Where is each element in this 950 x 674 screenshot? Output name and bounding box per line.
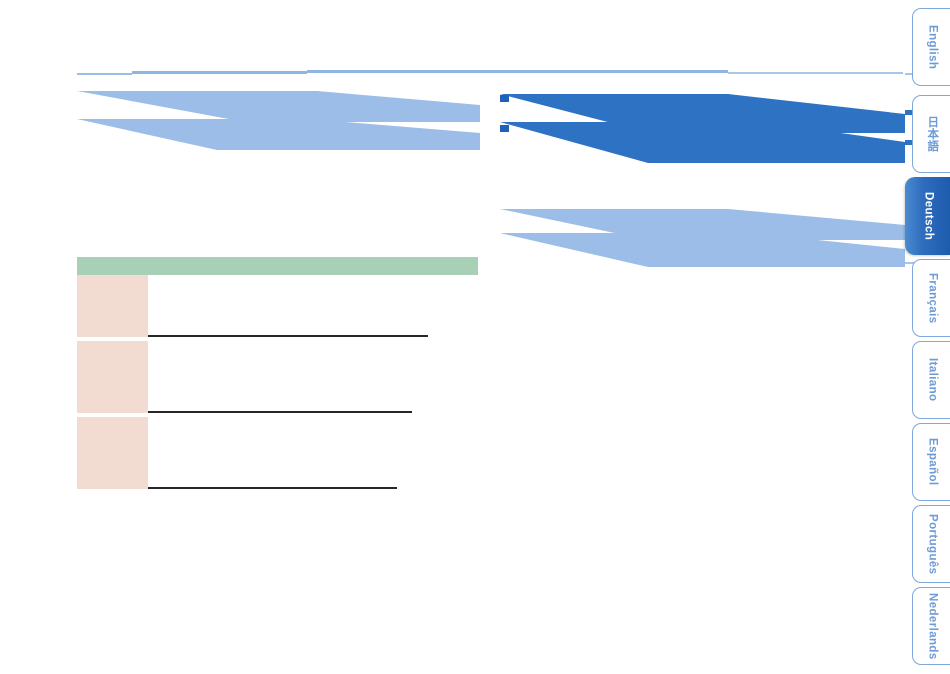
- language-tab-label: Deutsch: [922, 191, 935, 241]
- table-row-separator: [148, 411, 412, 413]
- rail-tick: [905, 73, 917, 75]
- redaction-line: [500, 92, 905, 163]
- language-tab-label: Nederlands: [926, 592, 939, 660]
- language-tab-francais[interactable]: Français: [912, 259, 950, 337]
- table-row-gap: [77, 413, 478, 417]
- language-tab-espanol[interactable]: Español: [912, 423, 950, 501]
- language-tab-label: Português: [926, 513, 939, 575]
- left-paragraph-block: [77, 88, 480, 150]
- language-tab-label: Español: [926, 438, 939, 486]
- bullet-marker-2: [500, 125, 509, 132]
- rail-tick: [905, 110, 918, 115]
- language-tab-nederlands[interactable]: Nederlands: [912, 587, 950, 665]
- table-row[interactable]: [77, 275, 478, 337]
- table-header-band: [77, 257, 478, 275]
- table-row[interactable]: [77, 341, 478, 413]
- language-tab-label: English: [926, 24, 939, 70]
- language-tab-deutsch[interactable]: Deutsch: [905, 177, 950, 255]
- redaction-line: [77, 88, 480, 150]
- data-table: [77, 257, 478, 489]
- document-title-rule-mid: [132, 71, 307, 74]
- table-row-label-cell: [77, 275, 148, 337]
- table-row-separator: [148, 487, 397, 489]
- language-tab-english[interactable]: English: [912, 8, 950, 86]
- language-selector: English 日本語 Deutsch Français Italiano Es…: [905, 0, 950, 674]
- right-paragraph-block-primary: [500, 92, 905, 163]
- table-row-value-cell: [148, 417, 478, 489]
- redaction-line: [500, 207, 905, 267]
- document-title-rule-left: [77, 73, 132, 75]
- table-row[interactable]: [77, 417, 478, 489]
- language-tab-label: Français: [926, 272, 939, 324]
- language-tab-label: 日本語: [926, 116, 939, 152]
- bullet-marker-1: [500, 95, 509, 102]
- rail-tick: [905, 140, 918, 145]
- document-canvas: [77, 70, 905, 489]
- language-tab-japanese[interactable]: 日本語: [912, 95, 950, 173]
- language-tab-portugues[interactable]: Português: [912, 505, 950, 583]
- document-title-rule-right: [307, 70, 728, 73]
- rail-tick: [905, 262, 915, 264]
- table-row-label-cell: [77, 341, 148, 413]
- table-row-value-cell: [148, 341, 478, 413]
- table-row-label-cell: [77, 417, 148, 489]
- language-tab-italiano[interactable]: Italiano: [912, 341, 950, 419]
- table-row-gap: [77, 337, 478, 341]
- language-tab-label: Italiano: [926, 358, 939, 402]
- table-row-separator: [148, 335, 428, 337]
- table-row-value-cell: [148, 275, 478, 337]
- document-title-rule-tail: [728, 72, 903, 74]
- right-paragraph-block-secondary: [500, 207, 905, 267]
